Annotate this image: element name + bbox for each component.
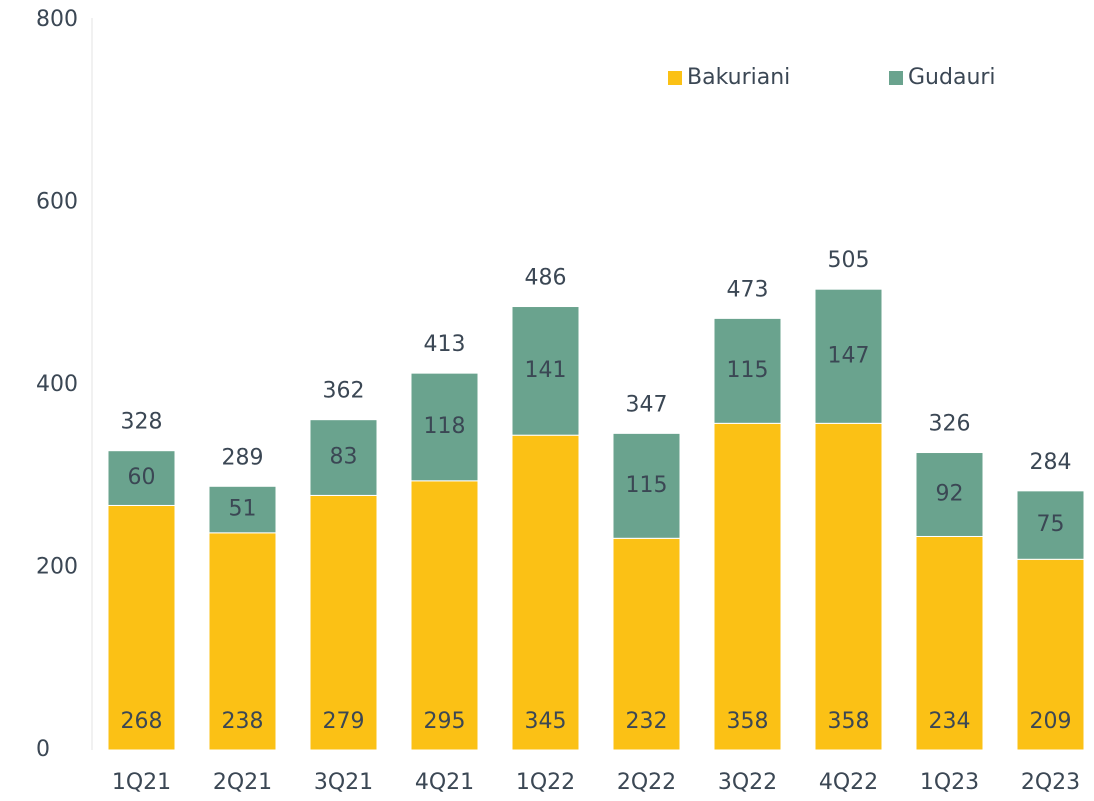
value-label: 238 [222,709,264,734]
total-label: 284 [1030,450,1072,475]
bar-segment [915,535,984,751]
total-label: 347 [626,392,668,417]
value-label: 279 [323,709,365,734]
value-label: 358 [828,709,870,734]
bar-segment [107,504,176,751]
legend-swatch [668,71,682,85]
value-label: 147 [828,343,870,368]
total-label: 289 [222,445,264,470]
value-label: 358 [727,709,769,734]
bar-segment [915,452,984,537]
bar-segment [713,422,782,751]
x-tick-label: 3Q22 [718,770,777,795]
x-tick-label: 2Q23 [1021,770,1080,795]
y-tick-label: 0 [36,737,50,762]
total-label: 505 [828,248,870,273]
value-label: 209 [1030,709,1072,734]
total-label: 486 [525,266,567,291]
value-label: 268 [121,709,163,734]
x-tick-label: 4Q22 [819,770,878,795]
x-tick-label: 3Q21 [314,770,373,795]
total-label: 328 [121,410,163,435]
legend-label: Gudauri [908,65,996,90]
value-label: 115 [727,358,769,383]
value-label: 232 [626,709,668,734]
total-label: 362 [323,379,365,404]
total-label: 413 [424,332,466,357]
x-tick-label: 4Q21 [415,770,474,795]
value-label: 83 [330,445,358,470]
x-tick-label: 1Q22 [516,770,575,795]
bar-segment [208,485,277,534]
value-label: 234 [929,709,971,734]
total-label: 473 [727,277,769,302]
legend-swatch [889,71,903,85]
legend-label: Bakuriani [687,65,790,90]
value-label: 92 [936,482,964,507]
x-tick-label: 1Q21 [112,770,171,795]
bar-segment [511,434,580,751]
bar-segment [612,432,681,539]
bar-segment [612,537,681,751]
x-tick-label: 1Q23 [920,770,979,795]
bar-segment [814,422,883,751]
value-label: 118 [424,414,466,439]
value-label: 295 [424,709,466,734]
x-tick-label: 2Q21 [213,770,272,795]
bar-segment [1016,558,1085,751]
bar-segment [1016,490,1085,560]
y-tick-label: 400 [36,372,78,397]
y-tick-label: 600 [36,190,78,215]
value-label: 60 [128,465,156,490]
x-tick-label: 2Q22 [617,770,676,795]
bar-segment [309,494,378,751]
bar-segment [511,306,580,436]
bar-segment [410,480,479,751]
value-label: 75 [1037,512,1065,537]
bar-segment [107,450,176,506]
value-label: 141 [525,358,567,383]
total-label: 326 [929,412,971,437]
y-tick-label: 200 [36,555,78,580]
bar-segment [713,317,782,424]
value-label: 115 [626,473,668,498]
bar-segment [814,288,883,424]
y-tick-label: 800 [36,7,78,32]
value-label: 345 [525,709,567,734]
bar-segment [410,372,479,482]
value-label: 51 [229,497,257,522]
bar-segment [309,419,378,496]
